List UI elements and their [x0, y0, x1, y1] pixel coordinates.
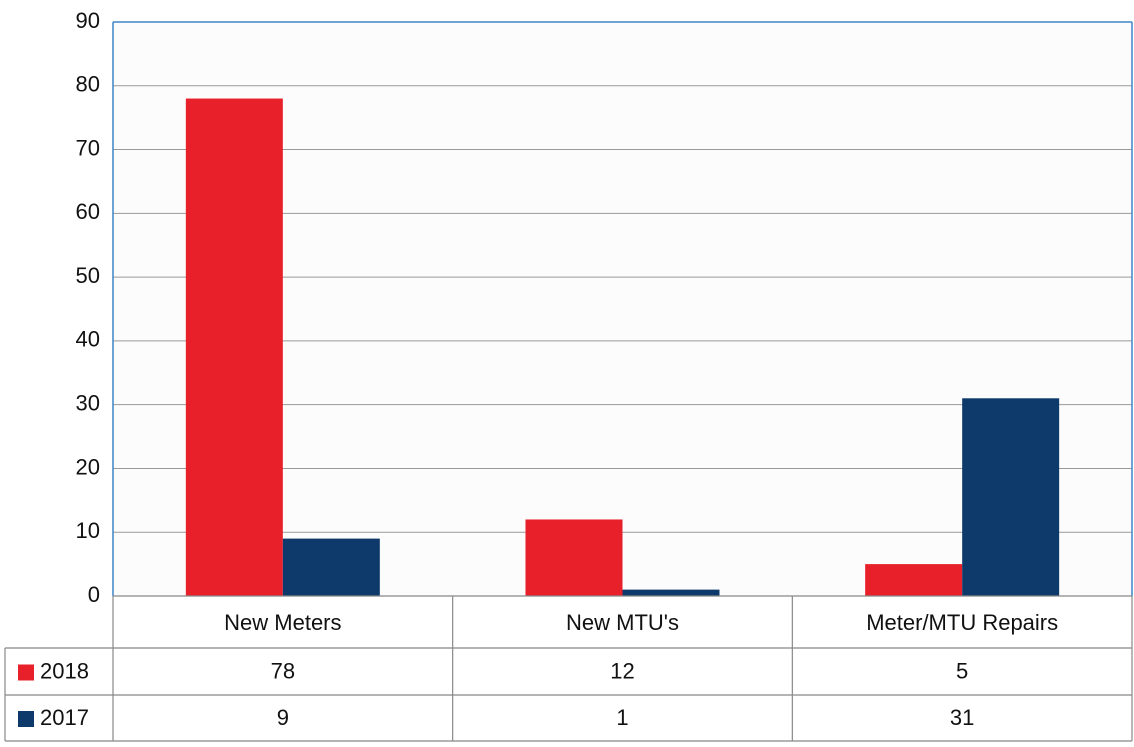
y-tick-label: 70: [76, 135, 100, 160]
legend-label: 2018: [40, 658, 89, 683]
bar: [865, 564, 963, 596]
bar: [185, 98, 283, 597]
legend-label: 2017: [40, 705, 89, 730]
table-value: 9: [277, 705, 289, 730]
table-value: 31: [950, 705, 974, 730]
table-value: 78: [271, 658, 295, 683]
table-value: 1: [616, 705, 628, 730]
y-tick-label: 50: [76, 263, 100, 288]
y-tick-label: 80: [76, 72, 100, 97]
bar: [525, 519, 623, 596]
bar: [622, 589, 720, 596]
bar: [962, 398, 1060, 596]
legend-swatch: [18, 664, 34, 681]
y-tick-label: 60: [76, 199, 100, 224]
x-tick-label: Meter/MTU Repairs: [866, 610, 1058, 635]
bar: [282, 538, 380, 596]
y-tick-label: 20: [76, 454, 100, 479]
table-value: 12: [610, 658, 634, 683]
legend-swatch: [18, 711, 34, 727]
y-tick-label: 0: [88, 582, 100, 607]
y-tick-label: 90: [76, 8, 100, 33]
x-tick-label: New MTU's: [566, 610, 679, 635]
x-tick-label: New Meters: [224, 610, 341, 635]
y-tick-label: 10: [76, 518, 100, 543]
table-value: 5: [956, 658, 968, 683]
y-tick-label: 30: [76, 390, 100, 415]
y-tick-label: 40: [76, 327, 100, 352]
